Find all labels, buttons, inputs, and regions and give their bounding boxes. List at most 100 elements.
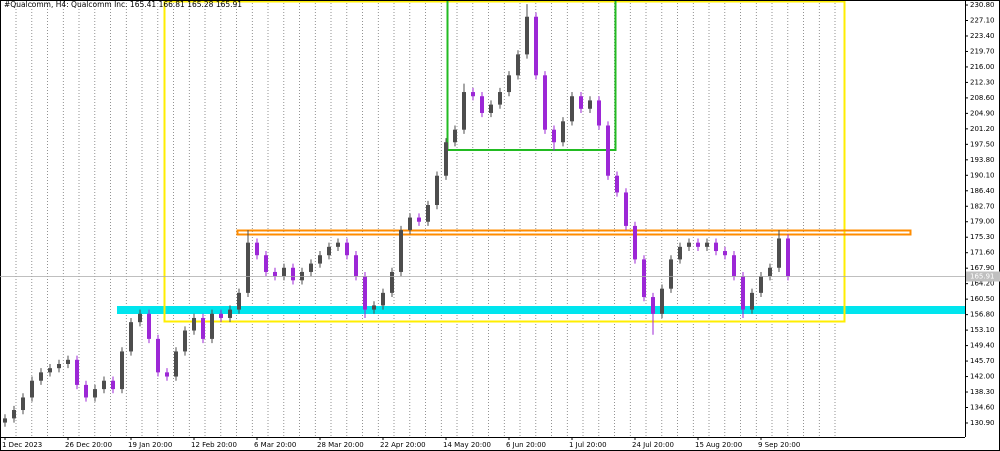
chart-title: #Qualcomm, H4: Qualcomm Inc. 165.41 166.… (4, 0, 242, 9)
candle-body (624, 192, 628, 226)
y-tick-label: 208.60 (970, 94, 995, 102)
y-tick-label: 212.30 (970, 78, 995, 86)
candle-body (48, 368, 52, 373)
candle-body (165, 372, 169, 377)
x-tick-label: 1 Jul 20:00 (569, 441, 607, 449)
candle-body (471, 92, 475, 97)
y-tick-label: 223.40 (970, 32, 995, 40)
x-tick-label: 26 Dec 20:00 (65, 441, 112, 449)
candle-body (30, 380, 34, 398)
y-tick-label: 186.40 (970, 187, 995, 195)
candle-body (102, 380, 106, 390)
x-tick-label: 19 Jan 20:00 (128, 441, 172, 449)
candle-body (714, 242, 718, 252)
y-tick-label: 193.80 (970, 156, 995, 164)
candle-body (552, 129, 556, 143)
candle-body (93, 389, 97, 398)
candle-body (768, 267, 772, 277)
candle-body (732, 255, 736, 277)
candle-body (264, 255, 268, 272)
candle-body (390, 271, 394, 293)
candle-body (309, 263, 313, 272)
candle-body (678, 246, 682, 260)
y-tick-label: 160.50 (970, 295, 995, 303)
candle-body (444, 142, 448, 176)
candle-body (21, 397, 25, 411)
x-tick-label: 6 Jun 20:00 (506, 441, 546, 449)
range-box (163, 0, 846, 323)
candle-body (642, 259, 646, 298)
x-tick-label: 28 Mar 20:00 (317, 441, 364, 449)
candle-body (579, 96, 583, 109)
candle-body (687, 242, 691, 247)
candle-body (237, 292, 241, 310)
y-tick-label: 201.20 (970, 125, 995, 133)
top-box (446, 0, 617, 151)
candle-body (723, 251, 727, 256)
candle-body (228, 309, 232, 318)
y-tick-label: 130.90 (970, 419, 995, 427)
candle-body (597, 100, 601, 126)
candle-body (417, 217, 421, 222)
candle-body (75, 359, 79, 385)
candle-body (84, 384, 88, 398)
y-tick-label: 197.50 (970, 140, 995, 148)
candle-body (741, 276, 745, 310)
candle-body (480, 96, 484, 113)
y-tick-label: 134.60 (970, 404, 995, 412)
candle-body (786, 238, 790, 277)
candle-body (57, 363, 61, 369)
candle-body (435, 175, 439, 206)
candle-body (399, 230, 403, 272)
candle-body (327, 246, 331, 256)
candle-body (255, 242, 259, 256)
candle-body (534, 16, 538, 76)
candle-body (201, 317, 205, 339)
candle-body (147, 313, 151, 339)
x-tick-label: 22 Apr 20:00 (380, 441, 426, 449)
candle-body (570, 96, 574, 122)
candle-body (462, 92, 466, 130)
candle-body (354, 255, 358, 277)
candle-body (705, 242, 709, 247)
candle-body (669, 259, 673, 289)
x-tick-label: 9 Sep 20:00 (758, 441, 800, 449)
candle-body (282, 267, 286, 277)
candle-body (192, 317, 196, 331)
candle-body (174, 351, 178, 377)
y-tick-label: 182.70 (970, 202, 995, 210)
candle-body (219, 313, 223, 318)
candle-body (138, 313, 142, 323)
y-tick-label: 156.80 (970, 311, 995, 319)
candle-body (561, 121, 565, 143)
y-tick-label: 216.00 (970, 63, 995, 71)
candle-body (588, 100, 592, 109)
candle-body (111, 380, 115, 390)
candle-body (408, 217, 412, 231)
candle-body (12, 410, 16, 419)
last-price-label: 165.91 (970, 273, 995, 281)
x-tick-label: 6 Mar 20:00 (254, 441, 296, 449)
resistance-zone (236, 229, 912, 236)
candle-body (696, 242, 700, 247)
x-tick-label: 24 Jul 20:00 (632, 441, 674, 449)
candle-body (453, 129, 457, 143)
candle-body (777, 238, 781, 268)
candle-body (39, 372, 43, 381)
candle-body (660, 288, 664, 314)
y-tick-label: 227.10 (970, 17, 995, 25)
candle-body (633, 225, 637, 260)
y-tick-label: 149.40 (970, 342, 995, 350)
y-tick-label: 179.00 (970, 218, 995, 226)
candle-body (507, 75, 511, 93)
support-zone (117, 306, 965, 314)
candle-body (615, 175, 619, 193)
y-tick-label: 164.20 (970, 280, 995, 288)
last-price-box (966, 271, 1000, 282)
x-tick-label: 12 Feb 20:00 (191, 441, 237, 449)
candle-body (318, 255, 322, 264)
candle-body (273, 271, 277, 277)
candle-body (156, 338, 160, 373)
